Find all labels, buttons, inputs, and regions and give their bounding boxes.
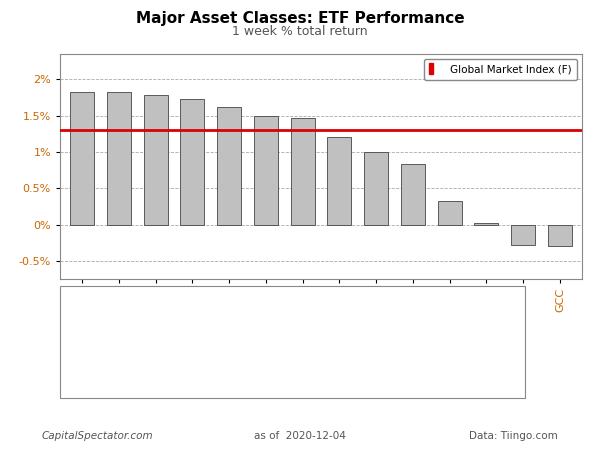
- Text: Data: Tiingo.com: Data: Tiingo.com: [469, 431, 558, 441]
- Bar: [438, 201, 461, 225]
- Text: CapitalSpectator.com: CapitalSpectator.com: [42, 431, 154, 441]
- Bar: [143, 95, 167, 225]
- Bar: [401, 164, 425, 225]
- Bar: [70, 92, 94, 225]
- Bar: [511, 225, 535, 245]
- Bar: [548, 225, 572, 246]
- Text: 1 week % total return: 1 week % total return: [232, 25, 368, 38]
- Bar: [107, 92, 131, 225]
- Legend: Global Market Index (F): Global Market Index (F): [424, 59, 577, 80]
- Text: Foreign Junk Bonds (IHY)
US REITs (VNQ)
US Stocks (VTI)
Foreign Gov't Inflation-: Foreign Junk Bonds (IHY) US REITs (VNQ) …: [67, 289, 293, 374]
- Text: Major Asset Classes: ETF Performance: Major Asset Classes: ETF Performance: [136, 11, 464, 26]
- Bar: [217, 107, 241, 225]
- Bar: [290, 118, 314, 225]
- Bar: [364, 152, 388, 225]
- Bar: [254, 116, 278, 225]
- Bar: [475, 223, 499, 225]
- Bar: [328, 137, 352, 225]
- Bar: [181, 99, 204, 225]
- Text: Emg Mkt Stocks (VWO)
US Junk Bonds (JNK)
Foreign Devlp'd Mkt Gov't Bonds (BWX)
F: Emg Mkt Stocks (VWO) US Junk Bonds (JNK)…: [278, 289, 478, 374]
- Text: as of  2020-12-04: as of 2020-12-04: [254, 431, 346, 441]
